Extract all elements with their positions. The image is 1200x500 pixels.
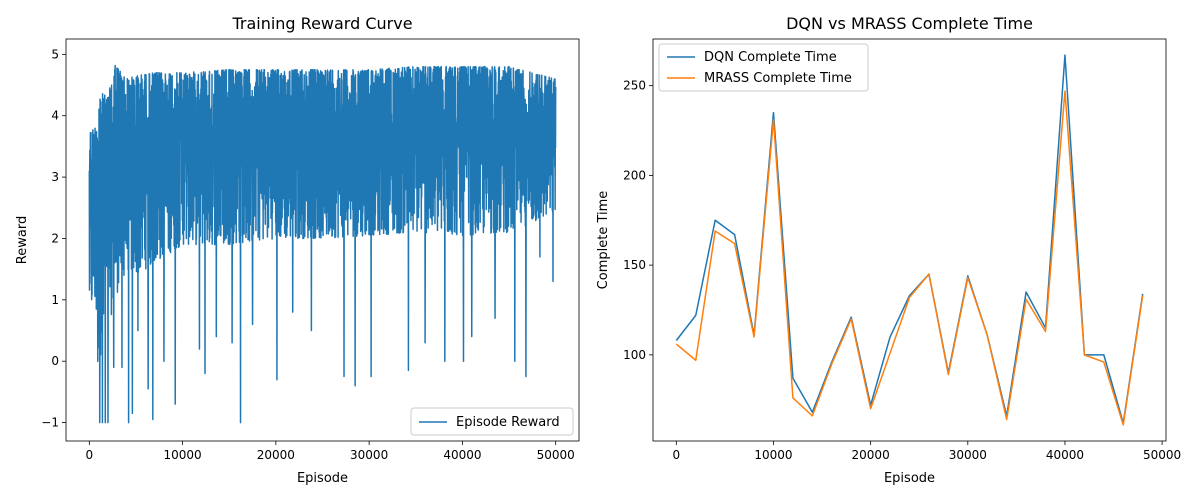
axes-frame [652,38,1167,442]
y-axis-label: Complete Time [596,191,611,290]
y-tick-label: 4 [51,109,59,123]
y-tick-label: 200 [623,168,646,182]
x-tick-label: 30000 [949,448,987,462]
chart-title: DQN vs MRASS Complete Time [786,14,1033,33]
legend-box [658,43,869,92]
legend-label: Episode Reward [456,415,560,430]
y-tick-label: 2 [51,231,59,245]
x-tick-label: 40000 [443,448,481,462]
x-axis-label: Episode [297,471,348,486]
x-tick-label: 10000 [163,448,201,462]
x-tick-label: 40000 [1046,448,1084,462]
x-tick-label: 10000 [754,448,792,462]
y-tick-label: 3 [51,170,59,184]
y-tick-label: 250 [623,79,646,93]
chart-title: Training Reward Curve [231,14,412,33]
series-line-dqn-complete-time [675,54,1144,424]
legend-label: DQN Complete Time [704,50,837,65]
series-line-episode-reward [88,64,557,424]
legend: Episode Reward [410,407,574,436]
y-tick-label: 1 [51,293,59,307]
y-tick-label: 5 [51,47,59,61]
x-tick-label: 50000 [537,448,575,462]
y-axis-label: Reward [15,216,30,264]
plot-area [675,54,1144,426]
legend-label: MRASS Complete Time [704,71,852,86]
plot-area [88,64,557,424]
x-tick-label: 30000 [350,448,388,462]
legend-box [410,407,574,436]
x-tick-label: 0 [672,448,680,462]
x-tick-label: 20000 [257,448,295,462]
chart-2: 0 10000 20000 30000 40000 50000 100 150 200 250 DQ… [596,14,1181,486]
series-line-mrass-complete-time [675,90,1144,426]
chart-1: 0 10000 20000 30000 40000 50000 −1 0 1 2 3 4 5 Traini… [15,14,580,486]
axes-frame [65,38,580,442]
y-tick-label: 0 [51,354,59,368]
x-tick-label: 20000 [852,448,890,462]
x-axis-label: Episode [884,471,935,486]
y-tick-label: 150 [623,258,646,272]
x-tick-label: 0 [85,448,93,462]
x-tick-label: 50000 [1143,448,1181,462]
legend: DQN Complete Time MRASS Complete Time [658,43,869,92]
y-tick-label: −1 [41,416,59,430]
y-tick-label: 100 [623,348,646,362]
